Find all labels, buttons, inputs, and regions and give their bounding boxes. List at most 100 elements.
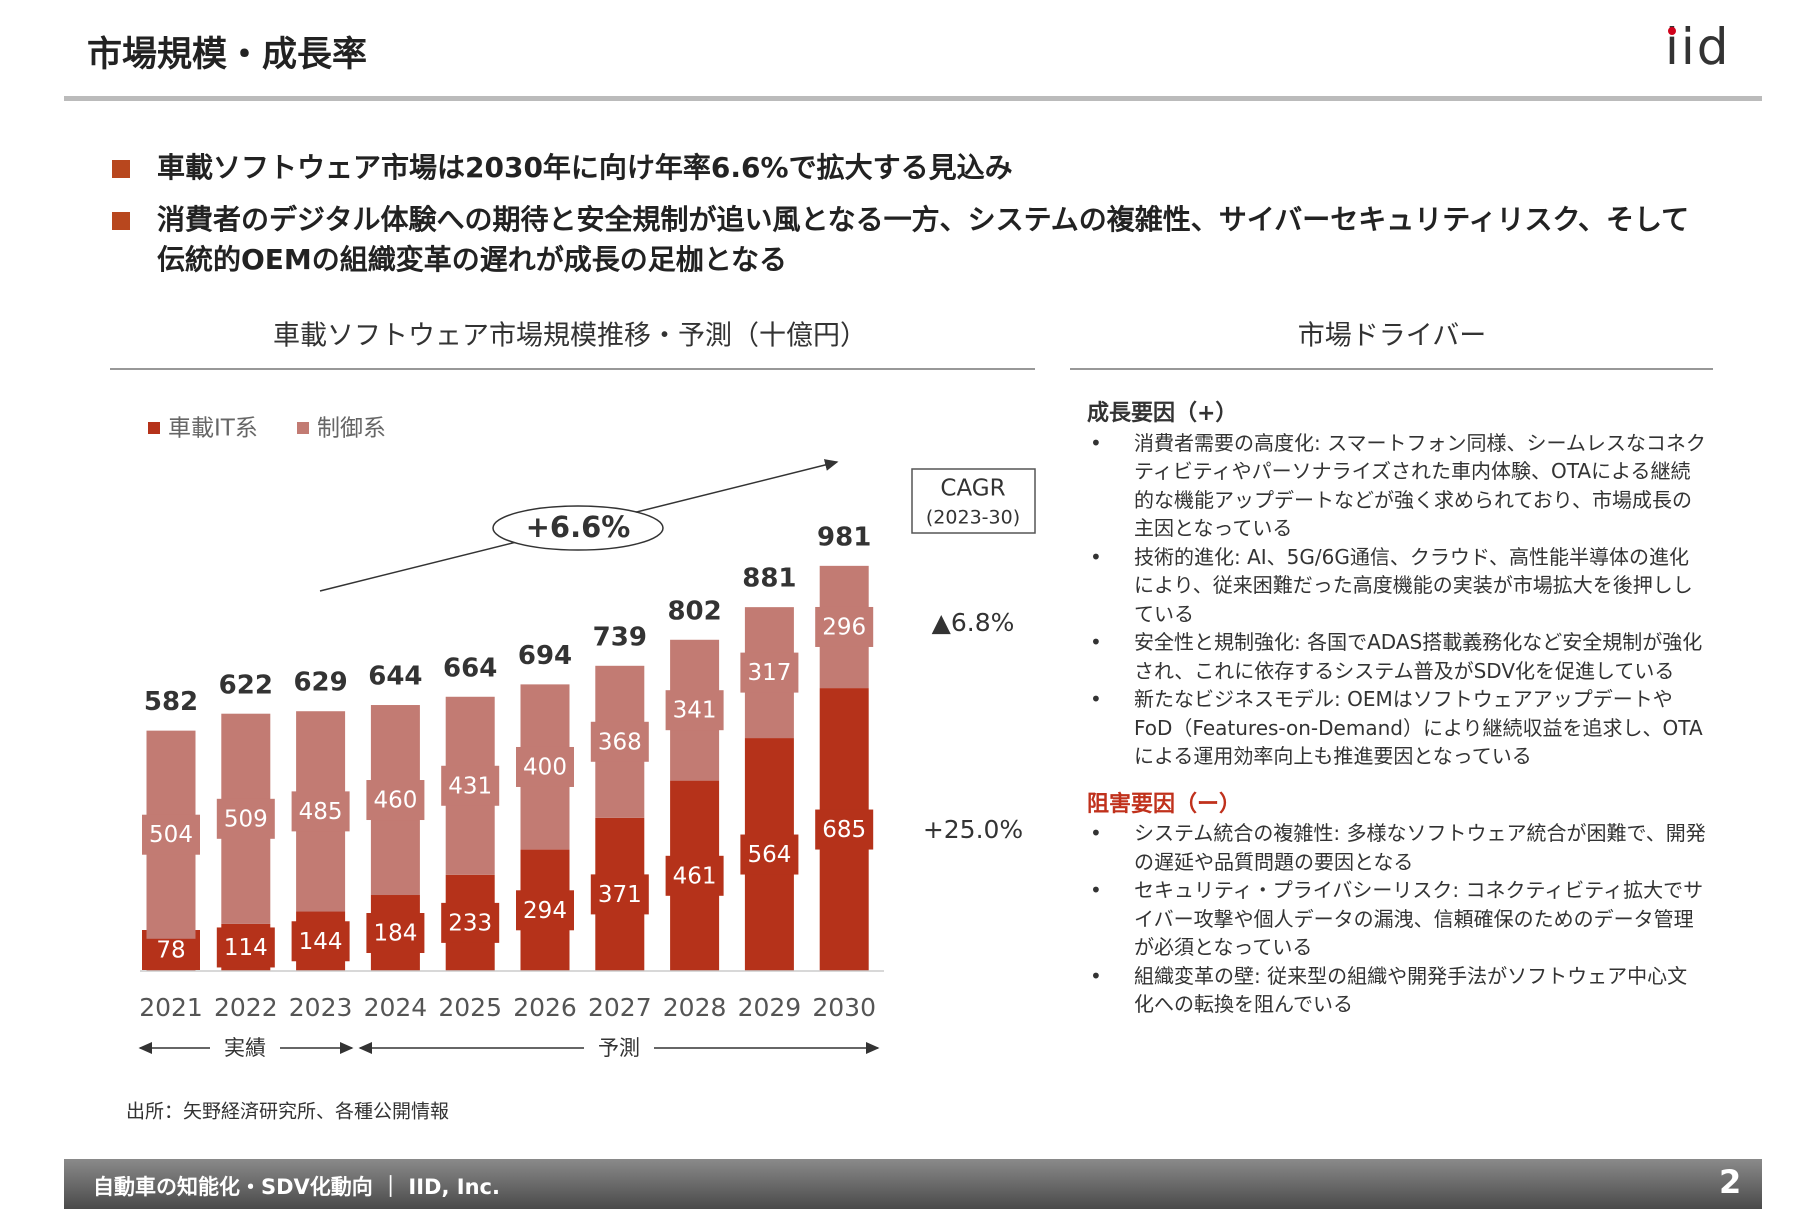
value-label: 78 [156,938,185,964]
label-box [516,746,574,787]
label-box [815,809,874,850]
barrier-heading: 阻害要因（ー） [1087,791,1242,817]
driver-item: 新たなビジネスモデル: OEMはソフトウェアアップデートやFoD（Feature… [1090,685,1707,771]
growth-heading: 成長要因（+） [1087,401,1238,426]
summary-text: 車載ソフトウェア市場は2030年に向け年率6.6%で拡大する見込み [157,151,1013,184]
period-label: 実績 [224,1036,266,1060]
value-label: 685 [822,817,866,843]
label-box [516,890,574,931]
label-box [142,814,200,855]
x-tick-label: 2030 [812,993,876,1022]
legend-swatch [297,422,309,434]
total-label: 881 [742,564,796,594]
value-label: 317 [747,660,791,686]
value-label: 564 [747,842,791,868]
value-label: 461 [673,863,717,889]
total-label: 582 [144,687,198,717]
overall-growth: +6.6% [526,510,631,544]
growth-list: 消費者需要の高度化: スマートフォン同様、シームレスなコネクティビティやパーソナ… [1087,429,1707,771]
x-tick-label: 2022 [214,993,278,1022]
series-cagr: ▲6.8% [932,608,1015,637]
x-tick-label: 2021 [139,993,203,1022]
legend-label: 車載IT系 [168,416,258,442]
cagr-box [911,468,1036,534]
value-label: 233 [448,910,492,936]
summary-text: 消費者のデジタル体験への期待と安全規制が追い風となる一方、システムの複雑性、サイ… [157,203,1690,276]
total-label: 802 [667,596,721,626]
page-title: 市場規模・成長率 [87,35,368,75]
value-label: 460 [373,788,417,814]
label-box [590,721,649,762]
total-label: 629 [293,668,347,698]
summary-item: 車載ソフトウェア市場は2030年に向け年率6.6%で拡大する見込み [112,148,1712,188]
page-number: 2 [1719,1163,1742,1201]
value-label: 144 [299,929,343,955]
label-box [815,606,874,647]
total-label: 644 [368,662,422,692]
x-tick-label: 2029 [738,993,802,1022]
label-box [441,765,500,806]
label-box [366,913,425,954]
value-label: 368 [598,729,642,755]
legend-swatch [148,422,160,434]
value-label: 485 [299,799,343,825]
label-box [665,690,724,731]
value-label: 296 [822,614,866,640]
x-tick-label: 2025 [438,993,502,1022]
growth-ellipse [492,505,664,551]
value-label: 114 [224,935,268,961]
value-label: 400 [523,754,567,780]
x-tick-label: 2028 [663,993,727,1022]
legend-label: 制御系 [317,416,386,442]
header-rule [64,96,1762,101]
chart-title: 車載ソフトウェア市場規模推移・予測（十億円） [273,321,867,352]
x-tick-label: 2027 [588,993,652,1022]
label-box [291,921,350,962]
period-label: 予測 [598,1036,640,1060]
logo-dot [1668,27,1676,35]
logo: iid [1665,18,1731,76]
drivers-panel: 成長要因（+） 消費者需要の高度化: スマートフォン同様、シームレスなコネクティ… [1087,400,1707,1019]
label-box [216,798,275,839]
total-label: 694 [518,641,572,671]
series-cagr: +25.0% [923,815,1023,844]
label-box [216,927,275,968]
total-label: 664 [443,653,497,683]
label-box [740,652,799,693]
driver-item: 技術的進化: AI、5G/6G通信、クラウド、高性能半導体の進化により、従来困難… [1090,543,1707,629]
total-label: 622 [219,671,273,701]
value-label: 294 [523,898,567,924]
driver-item: システム統合の複雑性: 多様なソフトウェア統合が困難で、開発の遅延や品質問題の要… [1090,819,1707,876]
driver-item: 組織変革の壁: 従来型の組織や開発手法がソフトウェア中心文化への転換を阻んでいる [1090,962,1707,1019]
footer: 自動車の知能化・SDV化動向 ｜ IID, Inc. 2 [64,1159,1762,1209]
value-label: 184 [373,921,417,947]
driver-item: 消費者需要の高度化: スマートフォン同様、シームレスなコネクティビティやパーソナ… [1090,429,1707,543]
barrier-list: システム統合の複雑性: 多様なソフトウェア統合が困難で、開発の遅延や品質問題の要… [1087,819,1707,1019]
value-label: 431 [448,773,492,799]
label-box [665,855,724,896]
cagr-label: CAGR [940,476,1005,502]
footer-text: 自動車の知能化・SDV化動向 ｜ IID, Inc. [93,1175,500,1199]
total-label: 739 [593,622,647,652]
summary: 車載ソフトウェア市場は2030年に向け年率6.6%で拡大する見込み 消費者のデジ… [112,148,1712,280]
cagr-period: (2023-30) [926,507,1020,529]
source: 出所：矢野経済研究所、各種公開情報 [126,1101,449,1123]
x-tick-label: 2026 [513,993,577,1022]
x-tick-label: 2024 [364,993,428,1022]
driver-item: セキュリティ・プライバシーリスク: コネクティビティ拡大でサイバー攻撃や個人デー… [1090,876,1707,962]
label-box [441,902,500,943]
label-box [291,791,350,832]
label-box [366,780,425,821]
summary-item: 消費者のデジタル体験への期待と安全規制が追い風となる一方、システムの複雑性、サイ… [112,200,1712,280]
x-tick-label: 2023 [289,993,353,1022]
label-box [590,874,649,915]
total-label: 981 [817,522,871,552]
driver-item: 安全性と規制強化: 各国でADAS搭載義務化など安全規制が強化され、これに依存す… [1090,628,1707,685]
value-label: 504 [149,822,193,848]
drivers-title: 市場ドライバー [1298,321,1486,352]
label-box [740,834,799,875]
value-label: 371 [598,882,642,908]
value-label: 341 [673,698,717,724]
